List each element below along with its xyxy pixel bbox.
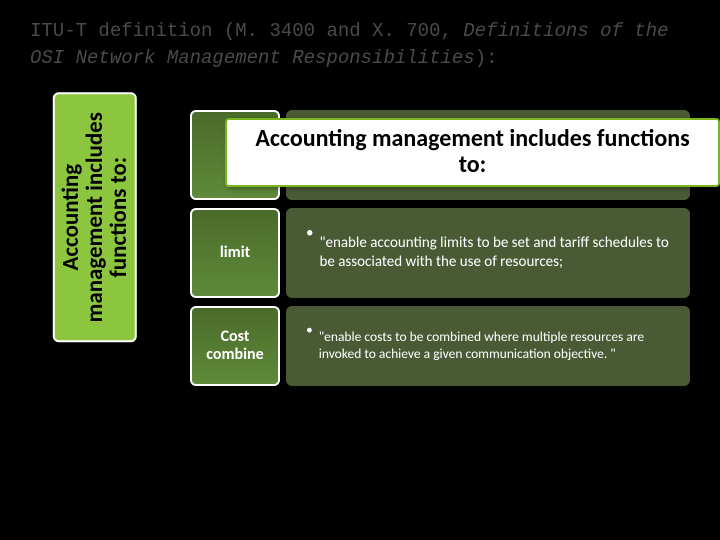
row-content-cost: • "enable costs to be combined where mul… (286, 306, 690, 386)
row-cost-combine: Cost combine • "enable costs to be combi… (190, 306, 690, 386)
vertical-sidebar-title: Accounting management includes functions… (53, 92, 137, 342)
header-text-2: ): (475, 47, 498, 69)
row-text-limit: "enable accounting limits to be set and … (319, 234, 676, 272)
overlay-title-box: Accounting management includes functions… (225, 118, 720, 187)
bullet-icon: • (306, 322, 313, 339)
sidebar-title-text: Accounting management includes functions… (57, 112, 133, 322)
row-content-limit: • "enable accounting limits to be set an… (286, 208, 690, 298)
row-label-limit: limit (190, 208, 280, 298)
header-text-1: ITU-T definition (M. 3400 and X. 700, (30, 20, 463, 42)
bullet-icon: • (306, 224, 313, 243)
overlay-title-text: Accounting management includes functions… (255, 124, 689, 179)
row-label-cost: Cost combine (190, 306, 280, 386)
row-limit: limit • "enable accounting limits to be … (190, 208, 690, 298)
slide-header: ITU-T definition (M. 3400 and X. 700, De… (0, 0, 720, 81)
row-text-cost: "enable costs to be combined where multi… (319, 329, 676, 363)
